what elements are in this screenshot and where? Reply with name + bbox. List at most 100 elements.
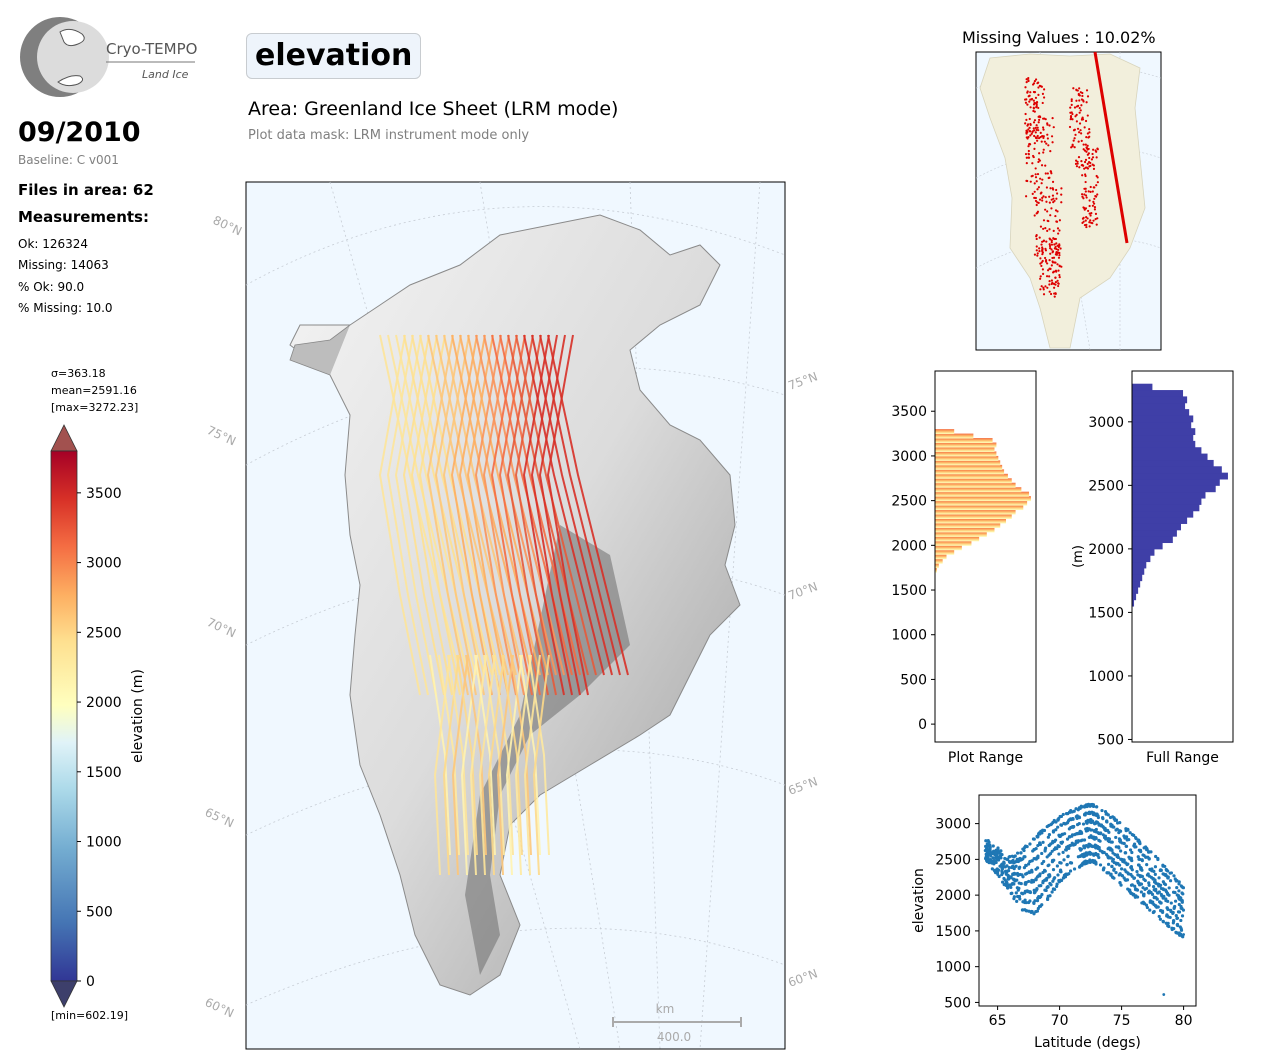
scatter-point bbox=[1057, 852, 1061, 856]
missing-point bbox=[1088, 221, 1091, 224]
track-line bbox=[538, 334, 581, 696]
scatter-point bbox=[1160, 894, 1164, 898]
track-line bbox=[498, 334, 541, 696]
missing-point bbox=[1086, 95, 1090, 98]
missing-point bbox=[1036, 139, 1039, 142]
missing-point bbox=[1035, 203, 1038, 207]
scatter-point bbox=[1049, 842, 1053, 846]
missing-point bbox=[1080, 98, 1084, 101]
missing-point bbox=[1049, 247, 1052, 250]
missing-point bbox=[1041, 92, 1045, 95]
scatter-point bbox=[1180, 914, 1185, 918]
histogram-bar bbox=[935, 478, 1012, 484]
missing-point bbox=[1088, 131, 1091, 134]
scatter-point bbox=[1091, 803, 1096, 807]
histogram-tick-label: 1500 bbox=[1088, 605, 1124, 621]
scatter-point bbox=[1162, 888, 1166, 892]
scatter-point bbox=[1157, 914, 1161, 919]
missing-point bbox=[1057, 269, 1060, 272]
scatter-point bbox=[1080, 854, 1084, 858]
missing-point bbox=[1070, 99, 1073, 103]
scatter-point bbox=[1145, 905, 1149, 910]
colorbar-tick-label: 3500 bbox=[86, 486, 122, 502]
scatter-point bbox=[1139, 890, 1143, 894]
missing-point bbox=[1086, 114, 1089, 117]
track-line bbox=[483, 334, 565, 676]
scatter-point bbox=[1002, 876, 1006, 881]
scatter-ytick-label: 1000 bbox=[935, 960, 971, 976]
histogram-tick-label: 2500 bbox=[891, 494, 927, 510]
scatter-point bbox=[1000, 852, 1004, 857]
track-line bbox=[395, 334, 477, 676]
scatter-xtick-label: 65 bbox=[989, 1013, 1007, 1029]
scatter-point bbox=[1040, 861, 1044, 866]
scatter-point bbox=[1117, 846, 1121, 850]
scatter-xlabel: Latitude (degs) bbox=[1034, 1035, 1141, 1051]
scatter-point bbox=[1120, 841, 1124, 845]
scatter-point bbox=[1063, 822, 1067, 826]
missing-point bbox=[1046, 262, 1049, 265]
scatter-point bbox=[1058, 861, 1062, 865]
missing-point bbox=[1034, 131, 1037, 134]
histogram-ylabel: (m) bbox=[1071, 545, 1086, 568]
scatter-point bbox=[1104, 819, 1109, 824]
missing-point bbox=[1024, 112, 1027, 116]
scatter-point bbox=[1153, 872, 1157, 876]
missing-point bbox=[1084, 194, 1088, 197]
track-line bbox=[456, 654, 478, 856]
histogram-bar bbox=[1132, 599, 1135, 607]
scatter-point bbox=[1142, 894, 1146, 898]
missing-point bbox=[1076, 160, 1079, 163]
scatter-point bbox=[1140, 874, 1145, 879]
missing-point bbox=[1056, 227, 1060, 230]
scatter-point bbox=[1167, 924, 1171, 929]
track-line bbox=[465, 654, 487, 856]
missing-point bbox=[1025, 195, 1028, 198]
missing-point bbox=[1033, 119, 1037, 122]
missing-point bbox=[1039, 257, 1042, 260]
missing-point bbox=[1052, 229, 1055, 232]
scatter-point bbox=[1177, 895, 1181, 900]
histogram-bar bbox=[1132, 523, 1181, 531]
scatter-point bbox=[1166, 876, 1170, 880]
scatter-point bbox=[1011, 877, 1016, 881]
missing-point bbox=[1039, 225, 1043, 228]
scatter-point bbox=[1164, 867, 1168, 872]
scatter-point bbox=[1059, 833, 1063, 837]
missing-point bbox=[1045, 200, 1048, 203]
track-line bbox=[394, 334, 437, 696]
scatter-xtick-label: 75 bbox=[1113, 1013, 1131, 1029]
missing-point bbox=[1081, 91, 1084, 95]
missing-point bbox=[1060, 193, 1063, 196]
scatter-point bbox=[1018, 856, 1022, 861]
scatter-point bbox=[1070, 824, 1075, 829]
missing-point bbox=[1031, 83, 1035, 86]
scatter-point bbox=[1118, 838, 1122, 842]
missing-point bbox=[1094, 212, 1098, 215]
scatter-point bbox=[1100, 808, 1104, 813]
scatter-point bbox=[1148, 867, 1152, 872]
track-line bbox=[427, 334, 509, 676]
cryo-tempo-logo: Cryo-TEMPO Land Ice bbox=[20, 17, 197, 97]
scatter-point bbox=[1145, 848, 1149, 852]
scatter-point bbox=[1046, 885, 1050, 889]
missing-point bbox=[1051, 117, 1054, 120]
colorbar-min: [min=602.19] bbox=[51, 1009, 129, 1022]
scatter-point bbox=[1144, 903, 1149, 907]
scatter-point bbox=[1049, 823, 1053, 827]
missing-point bbox=[1045, 142, 1048, 145]
missing-point bbox=[1093, 206, 1097, 209]
missing-point bbox=[1071, 143, 1074, 146]
scatter-point bbox=[1092, 829, 1097, 833]
scatter-point bbox=[1030, 868, 1034, 872]
track-line bbox=[483, 654, 505, 856]
missing-point bbox=[1051, 250, 1055, 253]
missing-point bbox=[1037, 106, 1040, 110]
scatter-point bbox=[1103, 810, 1108, 814]
scatter-point bbox=[1175, 923, 1179, 927]
histogram-bar bbox=[1132, 383, 1153, 391]
scatter-point bbox=[1028, 899, 1032, 903]
scatter-point bbox=[1023, 898, 1027, 902]
histogram-bar bbox=[935, 455, 999, 461]
missing-point bbox=[1092, 164, 1095, 167]
